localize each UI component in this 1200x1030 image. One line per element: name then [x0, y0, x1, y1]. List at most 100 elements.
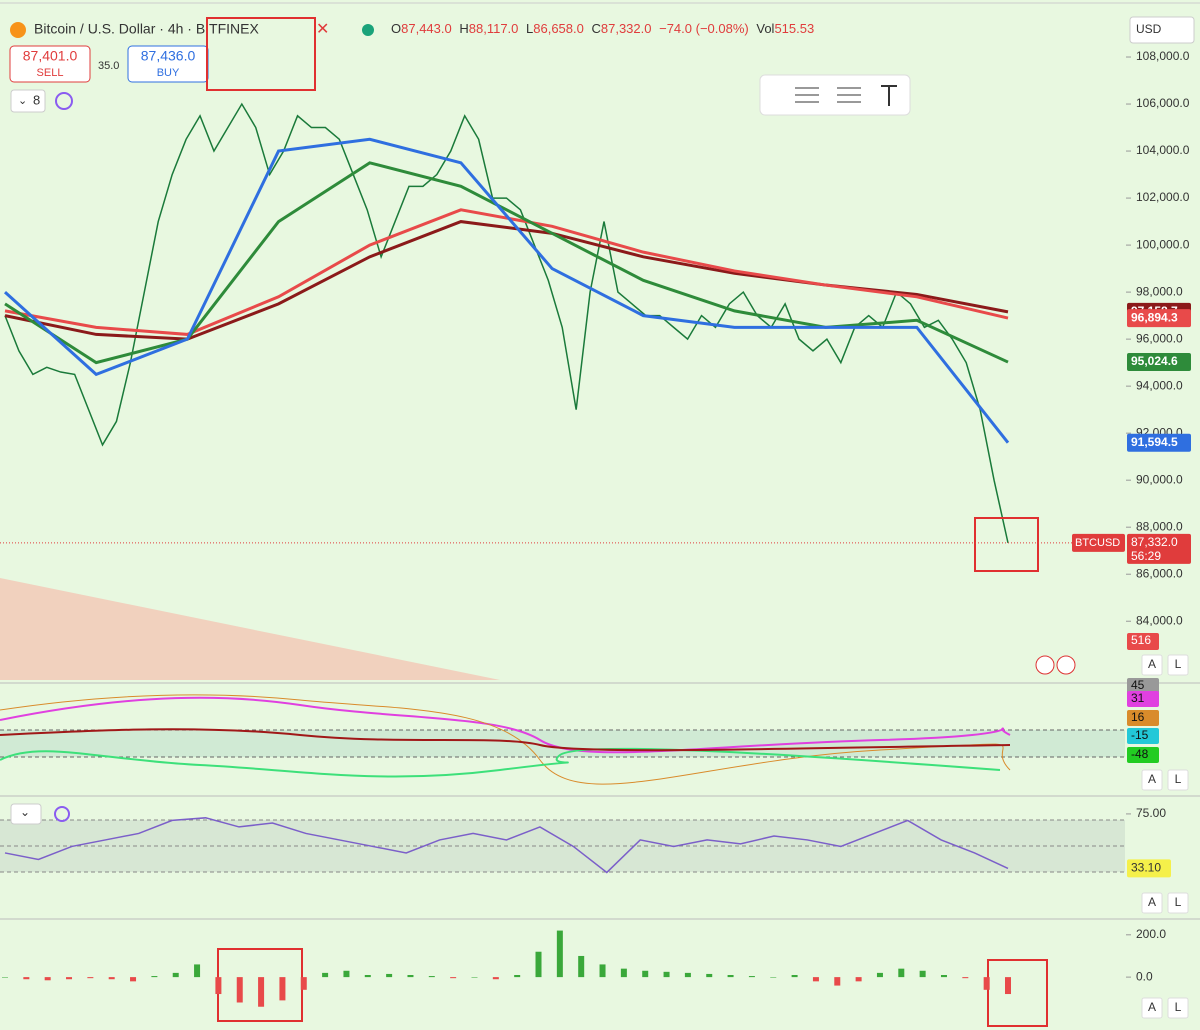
momentum-bar [2, 977, 8, 978]
y-tick-label: 108,000.0 [1136, 49, 1190, 63]
momentum-bar [172, 972, 179, 978]
ohlc-value: 86,658.0 [533, 21, 584, 36]
momentum-bar [706, 973, 713, 978]
log-button[interactable] [1167, 892, 1189, 914]
y-tick-label: 98,000.0 [1136, 284, 1183, 298]
momentum-bar [450, 977, 457, 979]
momentum-bar [300, 977, 307, 990]
momentum-bar [66, 977, 73, 980]
y-tick-label: 88,000.0 [1136, 519, 1183, 533]
momentum-bar [130, 977, 137, 982]
auto-button[interactable] [1141, 654, 1163, 676]
momentum-bar [322, 972, 329, 978]
refresh-icon[interactable] [55, 92, 73, 110]
momentum-bar [108, 977, 115, 980]
y-tick-label: 90,000.0 [1136, 472, 1183, 486]
momentum-bar [983, 977, 990, 990]
auto-button[interactable] [1141, 769, 1163, 791]
tool-icon[interactable] [795, 87, 819, 103]
ohlc-key: O [391, 21, 401, 36]
indicators-toggle[interactable] [10, 89, 46, 113]
text-tool[interactable] [881, 85, 897, 106]
volume-shade [0, 578, 500, 680]
rsi-value-label: 33.10 [1131, 861, 1161, 875]
momentum-bar [748, 976, 755, 978]
momentum-bar [1005, 977, 1011, 995]
momentum-bar [279, 977, 286, 1001]
osc-label: 16 [1131, 710, 1145, 724]
y-tick-label: 75.00 [1136, 806, 1166, 820]
volume-label: 516 [1131, 633, 1151, 647]
momentum-bar [407, 975, 414, 978]
ohlc-value: 88,117.0 [469, 21, 519, 36]
momentum-bar [535, 951, 542, 978]
momentum-bar [812, 977, 819, 982]
osc-badge [1127, 678, 1159, 694]
momentum-bar [962, 977, 969, 979]
auto-button[interactable] [1141, 997, 1163, 1019]
momentum-bar [343, 970, 350, 978]
log-label: L [1175, 895, 1182, 909]
momentum-bar [44, 977, 51, 981]
auto-button[interactable] [1141, 892, 1163, 914]
event-flag[interactable] [1056, 655, 1076, 675]
momentum-bar [386, 973, 393, 978]
momentum-bar [620, 968, 627, 978]
osc-badge [1127, 710, 1159, 726]
osc-band [0, 730, 1125, 757]
price-badge-label: 91,594.5 [1131, 435, 1178, 449]
osc-badge [1127, 747, 1159, 763]
sell-price: 87,401.0 [23, 48, 78, 64]
momentum-bar [492, 977, 499, 980]
collapse-button[interactable] [10, 803, 42, 825]
close-icon[interactable]: ✕ [316, 21, 329, 38]
momentum-bar [727, 975, 734, 978]
y-tick-label: 86,000.0 [1136, 566, 1183, 580]
buy-price: 87,436.0 [141, 48, 196, 64]
symbol-badge-label: BTCUSD [1075, 537, 1120, 549]
momentum-bar [215, 977, 222, 995]
momentum-bar [684, 972, 691, 978]
event-flag[interactable] [1035, 655, 1055, 675]
momentum-bar [770, 977, 777, 978]
currency-select[interactable] [1129, 16, 1195, 44]
chevron: ⌄ [20, 805, 30, 819]
ohlc-value: 87,332.0 [601, 21, 652, 36]
spread: 35.0 [98, 60, 119, 72]
price-badge [1127, 353, 1191, 372]
refresh-icon[interactable] [54, 806, 70, 822]
momentum-bar [364, 975, 371, 978]
y-tick-label: 94,000.0 [1136, 378, 1183, 392]
y-tick-label: 96,000.0 [1136, 331, 1183, 345]
y-tick-label: 106,000.0 [1136, 96, 1190, 110]
momentum-bar [855, 977, 862, 982]
y-tick-label: 102,000.0 [1136, 190, 1190, 204]
osc-label: 31 [1131, 691, 1145, 705]
log-label: L [1175, 772, 1182, 786]
auto-label: A [1148, 657, 1156, 671]
sell-button[interactable] [9, 45, 91, 83]
auto-label: A [1148, 772, 1156, 786]
momentum-bar [236, 977, 243, 1003]
bitcoin-icon [10, 22, 26, 38]
momentum-bar [663, 971, 670, 978]
moving-average [4, 208, 1009, 336]
symbol-badge [1072, 533, 1125, 552]
osc-badge [1127, 691, 1159, 707]
momentum-bar [578, 955, 585, 978]
last-price-label: 87,332.0 [1131, 535, 1178, 549]
status-dot [362, 24, 374, 36]
toolbar-icons [795, 85, 897, 106]
ohlc: O87,443.0 H88,117.0 L86,658.0 C87,332.0 … [391, 21, 814, 36]
tool-icon[interactable] [837, 87, 861, 103]
highlight-box [974, 517, 1039, 572]
chevron: ⌄ [18, 95, 27, 107]
log-button[interactable] [1167, 997, 1189, 1019]
momentum-bar [834, 977, 841, 986]
momentum-bar [919, 970, 926, 978]
log-button[interactable] [1167, 654, 1189, 676]
log-button[interactable] [1167, 769, 1189, 791]
drawing-toolbar [759, 74, 911, 116]
